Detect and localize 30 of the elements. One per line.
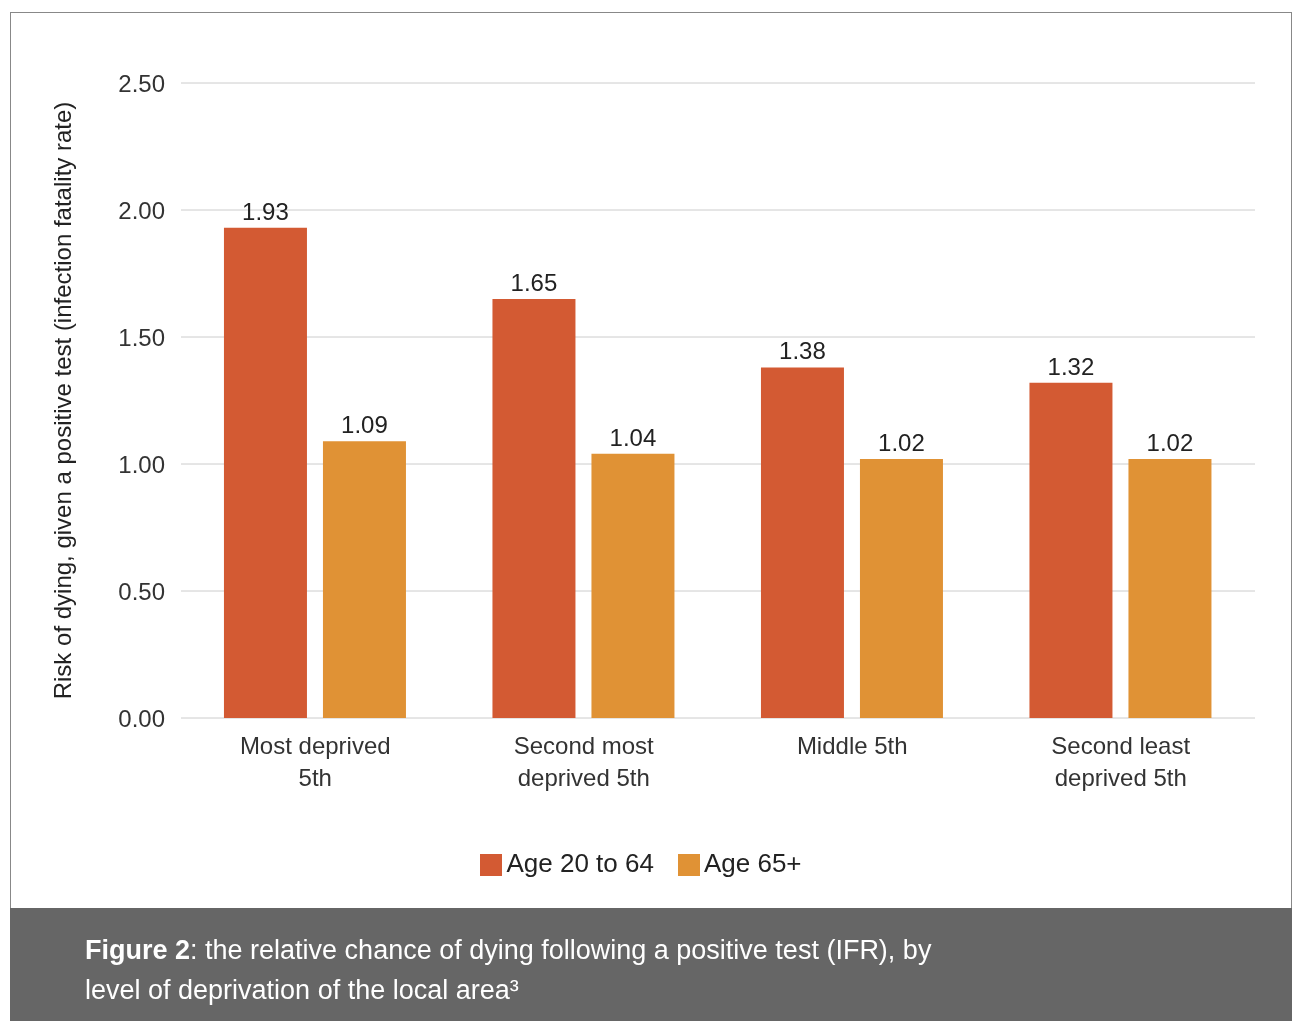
data-label: 1.04 [609,423,657,451]
data-label: 1.32 [1047,352,1095,380]
bar [1029,382,1113,718]
data-label: 1.93 [242,197,289,225]
bar [591,453,675,718]
x-tick-label: Middle 5th [796,732,908,759]
x-tick-label: Second most deprived 5th [513,732,655,791]
bar [492,298,576,718]
data-label: 1.02 [878,428,925,456]
caption: Figure 2: the relative chance of dying following a positive test (IFR), by level of deprivation of the local area³ [85,935,932,1005]
bar [859,458,943,718]
bar [322,441,406,718]
data-label: 1.38 [779,337,826,365]
bar [223,227,307,718]
legend-label: Age 65+ [703,848,802,878]
y-tick-label: 2.00 [118,196,165,224]
bar [760,367,844,718]
legend-label: Age 20 to 64 [506,848,654,878]
y-tick-label: 0.50 [118,577,165,605]
y-tick-label: 1.50 [118,323,165,351]
y-axis-title: Risk of dying, given a positive test (infection fatality rate) [48,101,76,700]
y-tick-label: 2.50 [118,69,165,97]
data-label: 1.02 [1146,428,1194,456]
x-tick-label: Most deprived 5th [239,732,391,791]
x-tick-label: Second least deprived 5th [1051,732,1191,791]
y-tick-label: 1.00 [118,450,165,478]
data-label: 1.65 [510,268,558,296]
bar [1128,458,1212,718]
y-tick-label: 0.00 [118,704,165,732]
data-label: 1.09 [341,411,388,439]
